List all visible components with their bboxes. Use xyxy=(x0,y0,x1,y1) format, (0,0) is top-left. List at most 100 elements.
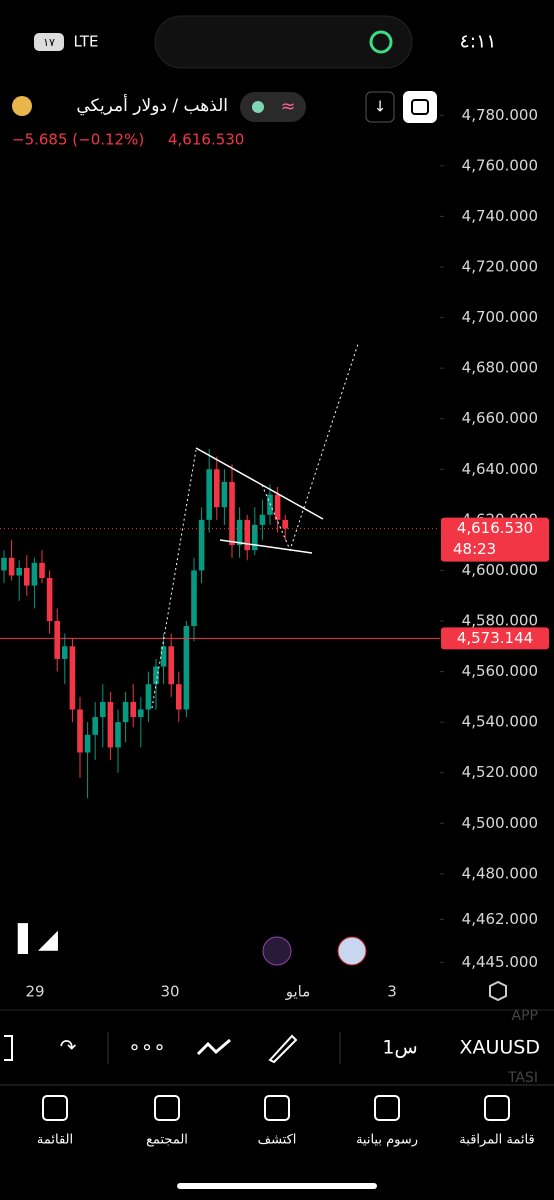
link-icon xyxy=(369,30,393,54)
y-tick-label: 4,680.000 xyxy=(462,359,538,377)
ghost-text: TASI xyxy=(507,1070,538,1086)
candle-body xyxy=(176,684,182,710)
candle-body xyxy=(160,646,167,667)
x-tick-label: مايو xyxy=(285,983,311,1001)
nav-icon[interactable] xyxy=(374,1095,400,1121)
candle-body xyxy=(31,562,38,586)
candle-body xyxy=(221,481,228,508)
header-price: 4,616.530 xyxy=(168,131,244,149)
candle-body xyxy=(183,626,190,710)
candle-body xyxy=(122,701,129,723)
x-tick-label: 30 xyxy=(160,983,179,1001)
candle-body xyxy=(84,734,91,753)
tv-logo: ▌◢ xyxy=(17,923,58,955)
y-tick-label: 4,500.000 xyxy=(462,814,538,832)
nav-label[interactable]: قائمة المراقبة xyxy=(459,1133,534,1148)
y-tick-label: 4,640.000 xyxy=(462,460,538,478)
y-tick-label: 4,720.000 xyxy=(462,258,538,276)
candle-body xyxy=(39,562,45,579)
candle-body xyxy=(24,567,30,586)
home-indicator xyxy=(177,1183,377,1189)
price-label: 4,616.530 xyxy=(457,519,533,537)
price-label: 4,573.144 xyxy=(457,629,533,647)
candle-body xyxy=(214,469,220,508)
y-tick-label: 4,760.000 xyxy=(462,156,538,174)
draw-icon[interactable] xyxy=(268,1034,298,1064)
battery-level: ١٧ xyxy=(43,36,55,49)
toolbar-interval[interactable]: 1س xyxy=(382,1037,417,1059)
trendline-upper xyxy=(195,447,324,520)
y-tick-label: 4,462.000 xyxy=(462,910,538,928)
candle-body xyxy=(62,646,68,659)
arrow-button[interactable] xyxy=(365,91,395,123)
candle-body xyxy=(153,666,159,685)
candle-body xyxy=(8,557,15,576)
y-tick-label: 4,600.000 xyxy=(462,561,538,579)
dynamic-island xyxy=(154,15,413,69)
more-icon[interactable]: ∘∘∘ xyxy=(128,1035,166,1059)
candle-body xyxy=(16,567,22,576)
candle-body xyxy=(92,717,98,735)
nav-icon[interactable] xyxy=(42,1095,68,1121)
candle-body xyxy=(252,524,258,551)
indicator-icon[interactable] xyxy=(196,1038,231,1056)
candle-body xyxy=(229,481,235,546)
market-dot xyxy=(252,101,264,113)
expand-button[interactable] xyxy=(403,91,437,123)
candle-body xyxy=(130,701,136,718)
candle-body xyxy=(115,722,121,748)
nav-label[interactable]: رسوم بيانية xyxy=(356,1133,418,1148)
projection xyxy=(151,449,197,709)
chart: 4,780.000 4,760.000 4,740.000 4,720.000 4,70… xyxy=(0,106,549,1001)
candle-body xyxy=(77,709,83,753)
x-tick-label: 29 xyxy=(25,983,44,1001)
candle-body xyxy=(46,578,53,621)
layout-icon[interactable] xyxy=(4,1035,13,1061)
drawings xyxy=(151,343,359,709)
y-tick-label: 4,580.000 xyxy=(462,612,538,630)
status-pill[interactable] xyxy=(240,92,306,122)
bottom-nav: قائمة المراقبة رسوم بيانية اكتشف المجتمع الق… xyxy=(37,1095,535,1148)
countdown: 48:23 xyxy=(453,540,496,558)
toolbar-symbol[interactable]: XAUUSD xyxy=(459,1037,540,1059)
nav-icon[interactable] xyxy=(484,1095,510,1121)
y-tick-label: 4,480.000 xyxy=(462,864,538,882)
candle-body xyxy=(145,684,152,710)
candle-body xyxy=(244,519,250,551)
candle-body xyxy=(69,646,76,710)
y-tick-label: 4,660.000 xyxy=(462,409,538,427)
candle-body xyxy=(168,646,174,685)
trendline-lower xyxy=(219,539,313,554)
candle-body xyxy=(198,519,205,571)
price-label-box xyxy=(441,627,549,650)
nav-icon[interactable] xyxy=(154,1095,180,1121)
settings-icon[interactable] xyxy=(489,980,507,1002)
candle-body xyxy=(274,494,281,520)
network: LTE xyxy=(74,33,99,51)
expand-icon xyxy=(411,99,429,115)
candle-body xyxy=(138,709,144,718)
battery xyxy=(34,33,64,51)
flag-icon[interactable] xyxy=(337,936,367,966)
flash-icon[interactable] xyxy=(262,936,292,966)
gold-icon xyxy=(12,96,32,116)
candle-body xyxy=(107,701,114,748)
redo-icon[interactable]: ↷ xyxy=(60,1035,77,1059)
candle-body xyxy=(1,557,7,571)
price-change: −5.685 (−0.12%) xyxy=(12,131,144,149)
y-tick-label: 4,445.000 xyxy=(462,953,538,971)
candle-body xyxy=(206,469,212,520)
y-tick-label: 4,560.000 xyxy=(462,662,538,680)
nav-label[interactable]: القائمة xyxy=(37,1133,73,1148)
nav-label[interactable]: اكتشف xyxy=(258,1133,297,1148)
candle-body xyxy=(259,514,266,525)
ghost-text: APP xyxy=(512,1008,538,1024)
nav-label[interactable]: المجتمع xyxy=(146,1133,188,1148)
wave-icon: ≈ xyxy=(280,96,295,117)
symbol-title: الذهب / دولار أمريكي xyxy=(76,94,228,116)
nav-icon[interactable] xyxy=(264,1095,290,1121)
x-tick-label: 3 xyxy=(387,983,397,1001)
candle-body xyxy=(191,570,197,627)
